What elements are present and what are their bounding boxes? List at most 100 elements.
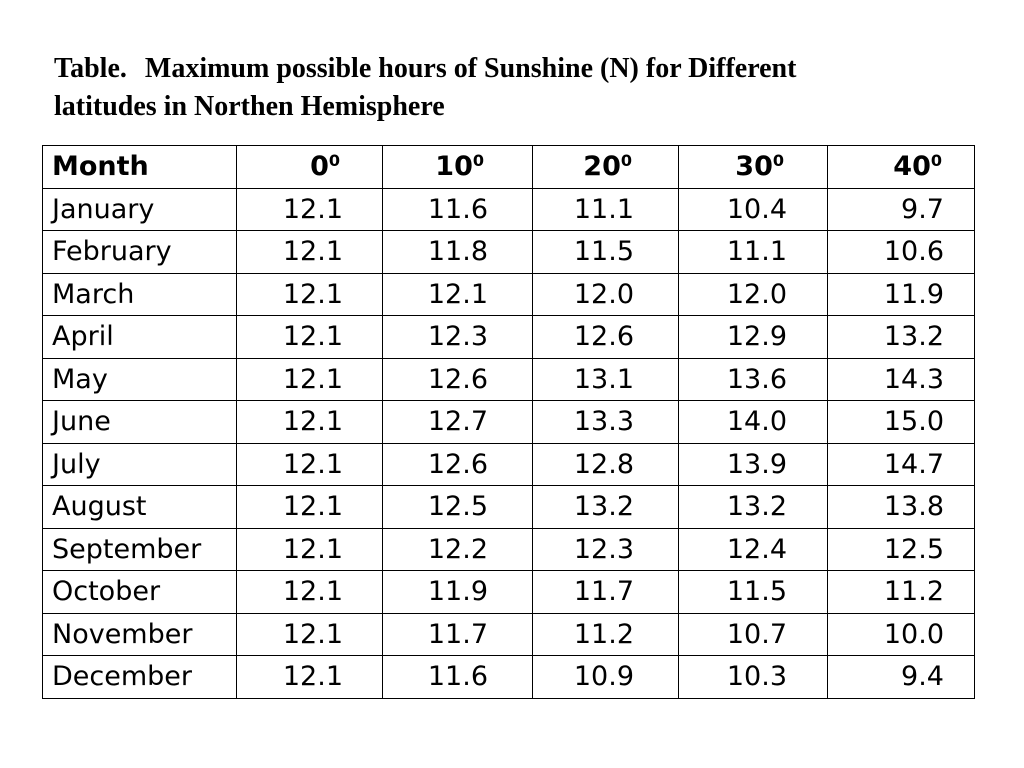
sunshine-hours-cell: 11.5: [678, 570, 828, 614]
table-body: January 12.1 11.6 11.1 10.4 9.7 February 12.1 11…: [42, 187, 975, 699]
degree-superscript: 0: [472, 151, 484, 171]
sunshine-hours-cell: 10.7: [678, 612, 828, 656]
table-title-line1: Maximum possible hours of Sunshine (N) f…: [144, 53, 797, 84]
sunshine-hours-cell: 12.1: [236, 315, 383, 359]
sunshine-hours-cell: 11.6: [382, 655, 533, 699]
degree-superscript: 0: [772, 151, 784, 171]
sunshine-hours-cell: 12.1: [236, 230, 383, 274]
sunshine-hours-cell: 12.4: [678, 527, 828, 571]
table-row: July 12.1 12.6 12.8 13.9 14.7: [42, 442, 975, 486]
sunshine-hours-cell: 13.9: [678, 442, 828, 486]
table-row: November 12.1 11.7 11.2 10.7 10.0: [42, 612, 975, 656]
table-row: October 12.1 11.9 11.7 11.5 11.2: [42, 570, 975, 614]
header-latitude-20: 200: [532, 145, 679, 189]
sunshine-hours-cell: 11.2: [827, 570, 975, 614]
sunshine-hours-cell: 12.1: [382, 272, 533, 316]
sunshine-hours-cell: 13.2: [532, 485, 679, 529]
sunshine-hours-cell: 12.1: [236, 655, 383, 699]
sunshine-hours-cell: 12.1: [236, 357, 383, 401]
header-row: Month 00 100 200 300 400: [42, 145, 975, 189]
table-title-label: Table.: [54, 53, 127, 84]
sunshine-hours-cell: 11.9: [382, 570, 533, 614]
sunshine-hours-cell: 14.3: [827, 357, 975, 401]
sunshine-hours-cell: 12.0: [532, 272, 679, 316]
sunshine-hours-cell: 12.1: [236, 570, 383, 614]
sunshine-hours-cell: 10.3: [678, 655, 828, 699]
sunshine-hours-cell: 12.9: [678, 315, 828, 359]
sunshine-hours-cell: 13.3: [532, 400, 679, 444]
sunshine-hours-cell: 12.6: [382, 357, 533, 401]
sunshine-hours-cell: 12.1: [236, 272, 383, 316]
sunshine-hours-cell: 10.4: [678, 187, 828, 231]
header-latitude-value: 0: [310, 151, 329, 183]
month-cell: December: [42, 655, 237, 699]
table-row: May 12.1 12.6 13.1 13.6 14.3: [42, 357, 975, 401]
sunshine-hours-cell: 13.1: [532, 357, 679, 401]
sunshine-hours-cell: 11.8: [382, 230, 533, 274]
header-month: Month: [42, 145, 237, 189]
sunshine-hours-cell: 12.1: [236, 485, 383, 529]
sunshine-hours-cell: 12.6: [382, 442, 533, 486]
header-latitude-value: 40: [893, 151, 931, 183]
sunshine-hours-cell: 10.6: [827, 230, 975, 274]
table-row: April 12.1 12.3 12.6 12.9 13.2: [42, 315, 975, 359]
sunshine-hours-cell: 11.5: [532, 230, 679, 274]
month-cell: January: [42, 187, 237, 231]
sunshine-hours-cell: 12.1: [236, 442, 383, 486]
degree-superscript: 0: [930, 151, 942, 171]
table-header: Month 00 100 200 300 400: [42, 145, 975, 189]
month-cell: May: [42, 357, 237, 401]
sunshine-hours-cell: 12.0: [678, 272, 828, 316]
table-row: December 12.1 11.6 10.9 10.3 9.4: [42, 655, 975, 699]
table-row: February 12.1 11.8 11.5 11.1 10.6: [42, 230, 975, 274]
sunshine-hours-cell: 11.6: [382, 187, 533, 231]
table-row: September 12.1 12.2 12.3 12.4 12.5: [42, 527, 975, 571]
sunshine-hours-cell: 13.6: [678, 357, 828, 401]
sunshine-hours-cell: 12.5: [827, 527, 975, 571]
sunshine-hours-cell: 12.3: [382, 315, 533, 359]
month-cell: March: [42, 272, 237, 316]
sunshine-hours-cell: 11.7: [532, 570, 679, 614]
sunshine-hours-cell: 9.7: [827, 187, 975, 231]
sunshine-hours-cell: 12.2: [382, 527, 533, 571]
header-latitude-0: 00: [236, 145, 383, 189]
sunshine-hours-cell: 13.8: [827, 485, 975, 529]
sunshine-hours-table: Month 00 100 200 300 400 January 12.1 11.6…: [42, 145, 975, 699]
month-cell: April: [42, 315, 237, 359]
sunshine-hours-cell: 11.1: [532, 187, 679, 231]
month-cell: September: [42, 527, 237, 571]
sunshine-hours-cell: 12.5: [382, 485, 533, 529]
sunshine-hours-cell: 11.1: [678, 230, 828, 274]
sunshine-hours-cell: 10.0: [827, 612, 975, 656]
sunshine-hours-cell: 12.1: [236, 187, 383, 231]
month-cell: February: [42, 230, 237, 274]
sunshine-hours-cell: 14.0: [678, 400, 828, 444]
month-cell: July: [42, 442, 237, 486]
sunshine-hours-cell: 14.7: [827, 442, 975, 486]
degree-superscript: 0: [328, 151, 340, 171]
sunshine-hours-cell: 11.9: [827, 272, 975, 316]
month-cell: November: [42, 612, 237, 656]
sunshine-hours-cell: 12.6: [532, 315, 679, 359]
sunshine-hours-cell: 12.1: [236, 400, 383, 444]
sunshine-hours-cell: 9.4: [827, 655, 975, 699]
sunshine-hours-cell: 10.9: [532, 655, 679, 699]
table-row: June 12.1 12.7 13.3 14.0 15.0: [42, 400, 975, 444]
month-cell: June: [42, 400, 237, 444]
sunshine-hours-cell: 12.3: [532, 527, 679, 571]
header-latitude-10: 100: [382, 145, 533, 189]
table-title-line2: latitudes in Northen Hemisphere: [54, 91, 445, 122]
month-cell: October: [42, 570, 237, 614]
sunshine-hours-cell: 13.2: [827, 315, 975, 359]
table-title: Table. Maximum possible hours of Sunshine…: [54, 50, 984, 126]
sunshine-hours-cell: 12.7: [382, 400, 533, 444]
sunshine-hours-cell: 11.7: [382, 612, 533, 656]
header-latitude-value: 30: [735, 151, 773, 183]
sunshine-hours-cell: 12.1: [236, 612, 383, 656]
sunshine-hours-cell: 12.1: [236, 527, 383, 571]
table-row: August 12.1 12.5 13.2 13.2 13.8: [42, 485, 975, 529]
sunshine-hours-cell: 12.8: [532, 442, 679, 486]
sunshine-hours-cell: 15.0: [827, 400, 975, 444]
header-latitude-value: 10: [435, 151, 473, 183]
degree-superscript: 0: [620, 151, 632, 171]
